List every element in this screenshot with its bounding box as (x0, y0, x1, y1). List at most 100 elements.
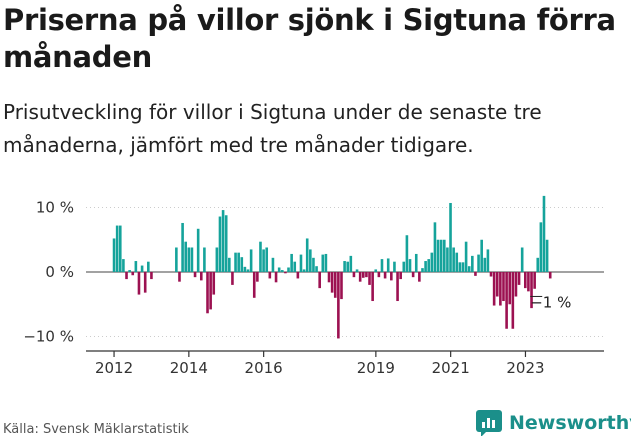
newsworthy-icon (476, 410, 502, 436)
bar (265, 247, 269, 272)
bar (277, 267, 281, 272)
last-value-annotation: −1 % (530, 293, 571, 311)
bar (436, 239, 440, 272)
bar (128, 270, 131, 272)
x-tick-label: 2016 (245, 359, 283, 377)
bar (489, 272, 493, 277)
bar (280, 270, 284, 272)
bar (125, 272, 128, 280)
bar (533, 272, 536, 289)
bar (215, 247, 219, 272)
bar (477, 254, 480, 272)
bar (221, 210, 225, 272)
bar (140, 265, 144, 272)
bar (318, 272, 321, 289)
bar (371, 272, 374, 302)
bar (408, 259, 412, 272)
bar-chart: 10 % 0 % −10 % 2012 2014 2016 2019 2021 2023 −1 % (23, 195, 604, 377)
bar (386, 258, 390, 272)
bar (309, 249, 312, 272)
bar (178, 272, 181, 282)
bar (433, 222, 437, 272)
bar (256, 272, 259, 282)
brand-name: Newsworthy (509, 412, 631, 434)
bar (502, 272, 505, 302)
newsworthy-logo[interactable]: Newsworthy (476, 408, 631, 438)
bar (393, 261, 396, 272)
bar (452, 247, 455, 272)
bar (231, 272, 234, 285)
bar (115, 225, 119, 272)
bar (374, 269, 378, 272)
x-tick-label: 2014 (170, 359, 208, 377)
bar (396, 272, 399, 302)
chart-title: Priserna på villor sjönk i Sigtuna förra… (3, 3, 616, 74)
bar (427, 259, 431, 272)
bar (527, 272, 530, 292)
bar (196, 228, 200, 272)
bar (523, 272, 527, 289)
bar (212, 272, 216, 295)
bar (112, 238, 116, 272)
bar (355, 269, 359, 272)
bar (284, 272, 287, 274)
bar (290, 253, 293, 272)
bar (337, 272, 340, 339)
bar (349, 255, 353, 272)
bar (505, 272, 508, 329)
bar (187, 247, 191, 272)
bar (137, 272, 141, 295)
bar (467, 266, 471, 272)
bar (296, 272, 300, 279)
bar (240, 257, 244, 272)
bar (302, 269, 306, 272)
bar (405, 235, 409, 272)
y-tick-label: −10 % (23, 328, 74, 346)
bar (343, 261, 346, 272)
bar (224, 215, 228, 272)
bar (442, 239, 446, 272)
bar (333, 272, 337, 298)
bar (147, 261, 150, 272)
bar (377, 272, 381, 278)
bar (399, 272, 402, 280)
bar (252, 272, 256, 298)
bar (268, 272, 272, 279)
bar (206, 272, 209, 314)
bar (486, 249, 490, 272)
bar (193, 272, 197, 278)
bar (321, 254, 325, 272)
x-tick-label: 2021 (432, 359, 470, 377)
bar (234, 252, 237, 272)
bar (383, 272, 387, 279)
bar (361, 272, 365, 278)
bar (209, 272, 212, 310)
bar (511, 272, 515, 329)
bar (122, 259, 125, 272)
bar (380, 259, 384, 272)
bar (449, 202, 452, 272)
bar (492, 272, 496, 306)
bar (259, 241, 262, 272)
bar (365, 272, 368, 278)
bar (439, 239, 443, 272)
bar (246, 269, 250, 272)
bar (184, 241, 188, 272)
bar (228, 257, 231, 272)
bar (545, 239, 549, 272)
bar (199, 272, 203, 281)
bar (430, 252, 434, 272)
bar (458, 262, 462, 272)
bar (249, 249, 253, 272)
bar (368, 272, 371, 285)
bar (530, 272, 533, 309)
x-tick-label: 2023 (506, 359, 544, 377)
bar (390, 272, 393, 281)
bar (327, 272, 331, 283)
bar (446, 247, 449, 272)
bar (517, 272, 521, 285)
bar (118, 225, 122, 272)
bar (461, 262, 465, 272)
bar (424, 261, 427, 272)
bar (243, 266, 247, 272)
